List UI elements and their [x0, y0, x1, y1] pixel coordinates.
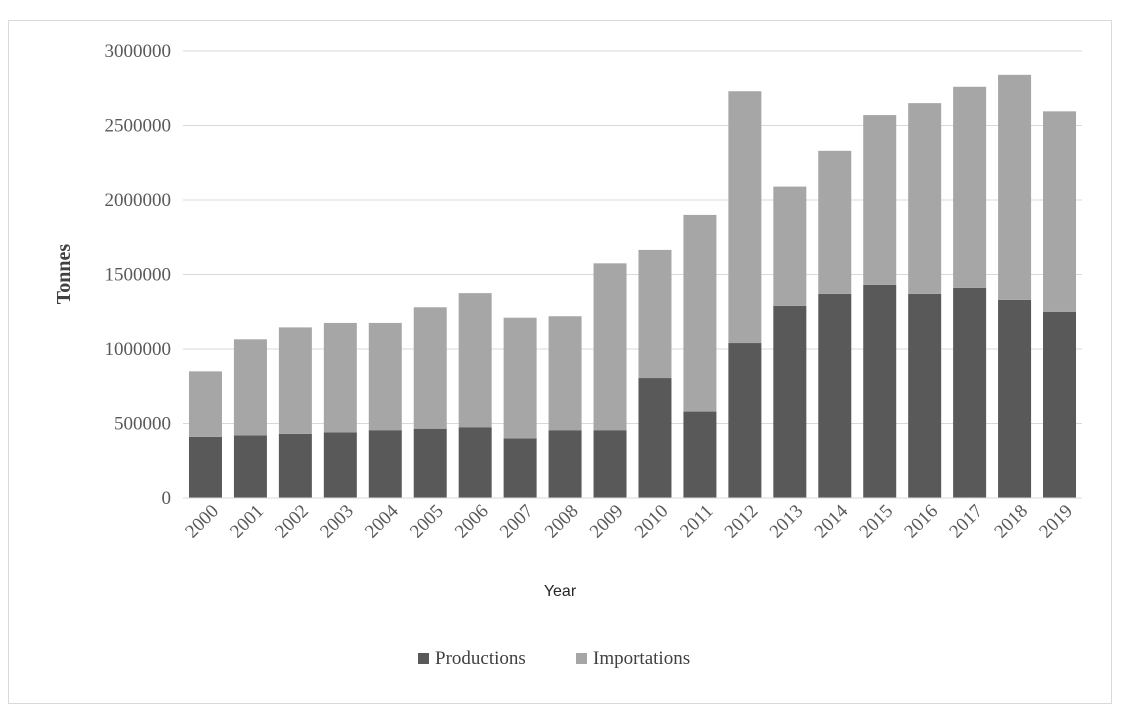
bar-importations-2007: [503, 317, 537, 439]
bar-productions-2009: [593, 430, 627, 498]
bar-productions-2010: [638, 378, 672, 498]
bar-importations-2012: [728, 91, 762, 344]
legend-label-productions: Productions: [435, 648, 526, 669]
y-tick-label: 500000: [114, 414, 171, 435]
bar-importations-2008: [548, 316, 582, 431]
bar-productions-2015: [863, 284, 897, 498]
legend-swatch-productions: [418, 653, 429, 664]
bar-productions-2017: [953, 287, 987, 498]
bar-importations-2015: [863, 115, 897, 285]
x-tick-label: 2013: [766, 501, 808, 543]
y-axis-ticks: 0 500000 1000000 1500000 2000000 2500000 30000…: [105, 41, 172, 509]
bar-productions-2014: [818, 293, 852, 498]
bar-productions-2003: [323, 432, 357, 498]
x-tick-label: 2002: [271, 501, 313, 543]
legend-label-importations: Importations: [593, 648, 690, 669]
x-tick-label: 2018: [990, 501, 1032, 543]
x-tick-label: 2004: [361, 500, 403, 542]
x-tick-label: 2005: [406, 501, 448, 543]
bar-productions-2019: [1043, 311, 1077, 498]
y-tick-label: 3000000: [105, 41, 172, 62]
bar-productions-2018: [998, 299, 1032, 498]
bar-importations-2016: [908, 103, 942, 294]
bar-productions-2008: [548, 430, 582, 498]
bar-importations-2006: [458, 293, 492, 428]
bar-productions-2012: [728, 343, 762, 498]
y-tick-label: 1500000: [105, 265, 172, 286]
bar-productions-2006: [458, 427, 492, 498]
bar-productions-2016: [908, 293, 942, 498]
bar-productions-2001: [233, 435, 267, 498]
x-tick-label: 2001: [226, 501, 268, 543]
bar-productions-2005: [413, 428, 447, 498]
bar-importations-2003: [323, 322, 357, 433]
x-tick-label: 2000: [181, 501, 223, 543]
bar-importations-2014: [818, 150, 852, 294]
y-tick-label: 2500000: [105, 116, 172, 137]
x-tick-label: 2016: [900, 501, 942, 543]
bar-importations-2019: [1043, 111, 1077, 312]
bar-productions-2011: [683, 411, 717, 498]
x-tick-label: 2015: [856, 501, 898, 543]
bar-importations-2010: [638, 249, 672, 379]
legend: Productions Importations: [418, 648, 690, 669]
bar-productions-2007: [503, 438, 537, 498]
x-tick-label: 2011: [676, 501, 717, 542]
x-axis-label: Year: [544, 583, 577, 600]
bar-productions-2004: [368, 430, 402, 498]
x-tick-label: 2009: [586, 501, 628, 543]
bar-productions-2000: [188, 436, 222, 498]
bar-importations-2000: [188, 371, 222, 437]
x-tick-label: 2017: [945, 501, 987, 543]
x-tick-label: 2014: [811, 500, 853, 542]
x-tick-label: 2008: [541, 501, 583, 543]
bar-importations-2009: [593, 263, 627, 431]
bar-importations-2001: [233, 339, 267, 436]
x-tick-label: 2010: [631, 501, 673, 543]
bar-importations-2017: [953, 86, 987, 288]
x-tick-label: 2019: [1035, 501, 1077, 543]
y-tick-label: 0: [162, 488, 172, 509]
legend-swatch-importations: [576, 653, 587, 664]
x-tick-label: 2003: [316, 501, 358, 543]
bar-importations-2013: [773, 186, 807, 306]
bar-productions-2002: [278, 433, 312, 498]
bar-importations-2005: [413, 307, 447, 429]
bar-importations-2002: [278, 327, 312, 434]
bar-importations-2004: [368, 322, 402, 431]
y-tick-label: 1000000: [105, 339, 172, 360]
grid-lines: [183, 50, 1082, 424]
bar-importations-2011: [683, 214, 717, 412]
y-tick-label: 2000000: [105, 190, 172, 211]
x-tick-label: 2006: [451, 501, 493, 543]
x-tick-label: 2007: [496, 501, 538, 543]
bar-importations-2018: [998, 74, 1032, 300]
y-axis-label: Tonnes: [53, 244, 75, 305]
x-tick-label: 2012: [721, 501, 763, 543]
bar-productions-2013: [773, 305, 807, 498]
x-axis-ticks: 2000 2001 2002 2003 2004 2005 2006 2007 2008 2009…: [181, 500, 1077, 542]
bars: [188, 74, 1077, 498]
